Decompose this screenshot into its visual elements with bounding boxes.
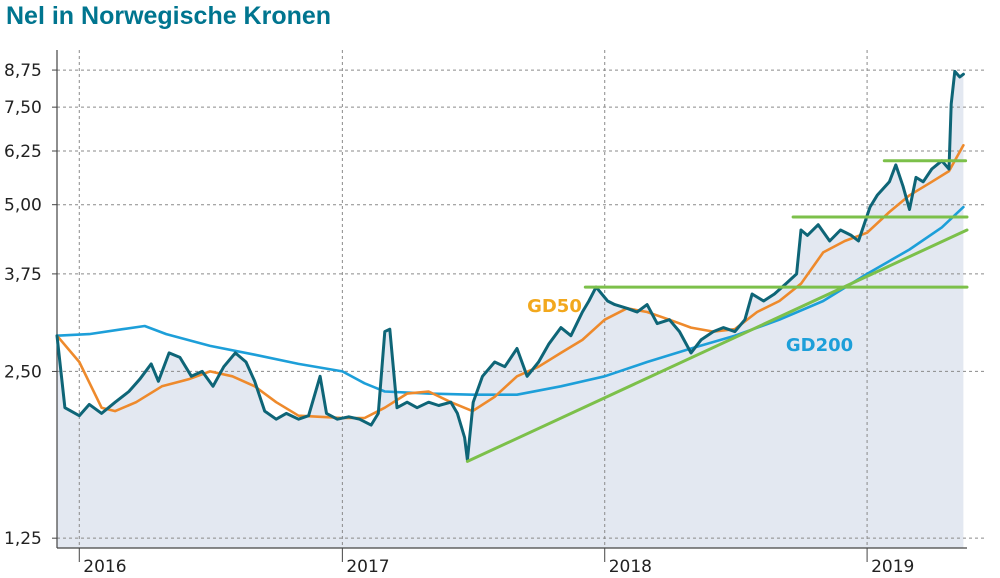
gd200-line — [55, 205, 965, 396]
price-line — [55, 69, 965, 462]
price-area — [57, 71, 964, 549]
labels: 8,75 7,50 6,25 5,00 3,75 2,50 1,25 2016 2017 2018… — [4, 61, 914, 577]
y-tick-label: 1,25 — [4, 529, 42, 549]
y-tick-label: 5,00 — [4, 196, 42, 216]
price-area-fill — [57, 71, 964, 549]
series-annotation: GD200 — [786, 335, 853, 356]
gd200-series-line — [55, 205, 965, 396]
trend-series-line — [465, 228, 969, 463]
gd50-series-line — [55, 144, 965, 420]
axes — [52, 50, 967, 562]
gd50-line — [55, 144, 965, 420]
x-tick-label: 2017 — [346, 557, 389, 577]
y-tick-label: 3,75 — [4, 265, 42, 285]
grid — [57, 50, 985, 548]
x-tick-label: 2019 — [871, 557, 914, 577]
y-tick-label: 6,25 — [4, 142, 42, 162]
trend-lines — [465, 159, 969, 463]
x-tick-label: 2016 — [83, 557, 126, 577]
series-annotation: GD50 — [527, 296, 582, 317]
price-series-line — [55, 69, 965, 462]
y-tick-label: 2,50 — [4, 362, 42, 382]
chart-title: Nel in Norwegische Kronen — [6, 2, 332, 30]
y-tick-label: 7,50 — [4, 98, 42, 118]
x-tick-label: 2018 — [609, 557, 652, 577]
y-tick-label: 8,75 — [4, 61, 42, 81]
